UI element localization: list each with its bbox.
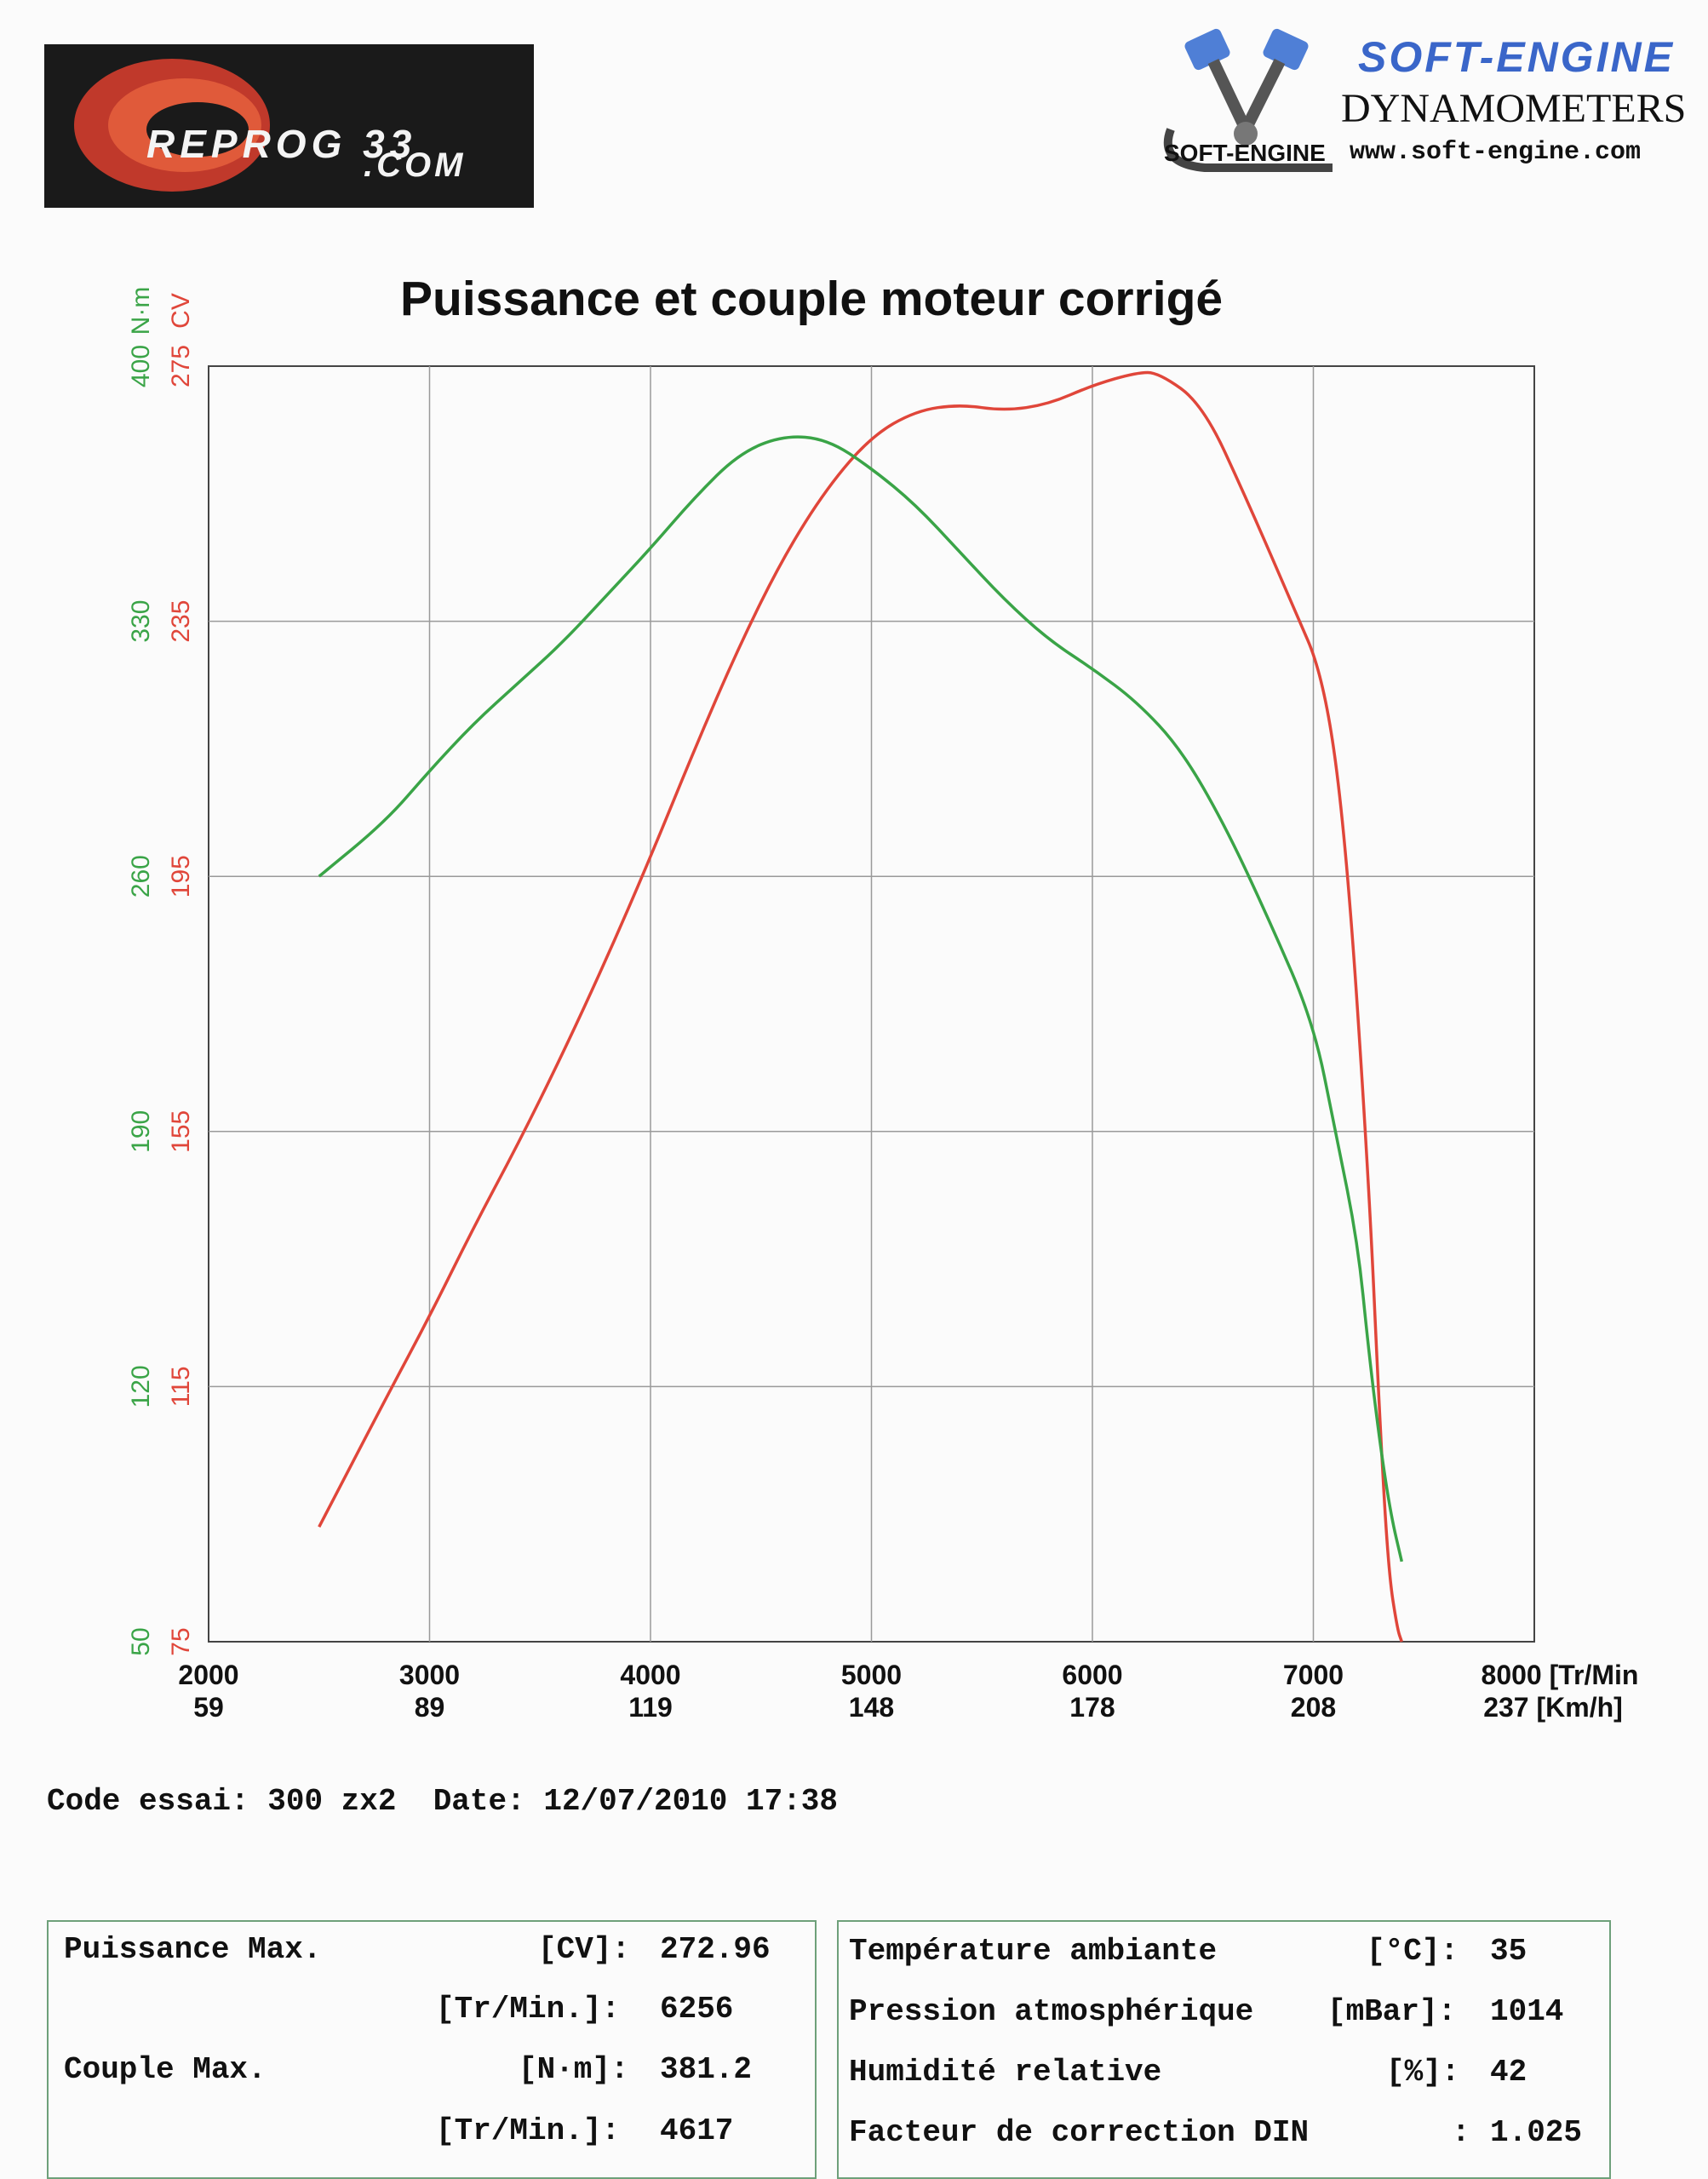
y-tick-cv: 155 — [167, 1110, 195, 1153]
reprog33-swirl-icon — [74, 59, 270, 192]
x-tick-kmh: 208 — [1291, 1692, 1336, 1723]
results-left-label-2: Couple Max. — [64, 2052, 267, 2087]
soft-engine-logo: SOFT-ENGINE DYNAMOMETERS www.soft-engine… — [1154, 27, 1686, 181]
x-tick-rpm: 7000 — [1283, 1660, 1344, 1690]
x-tick-kmh: 237 [Km/h] — [1483, 1692, 1623, 1723]
x-tick-rpm: 8000 [Tr/Min — [1482, 1660, 1639, 1690]
y-tick-nm: 400 — [127, 345, 155, 387]
date-value: 12/07/2010 17:38 — [543, 1784, 838, 1819]
test-info: Code essai: 300 zx2 Date: 12/07/2010 17:… — [47, 1784, 838, 1819]
y-tick-nm: 50 — [127, 1627, 155, 1655]
soft-engine-url: www.soft-engine.com — [1350, 138, 1642, 167]
results-right-label-0: Température ambiante — [849, 1934, 1218, 1969]
x-tick-kmh: 59 — [193, 1692, 224, 1723]
x-tick-kmh: 178 — [1069, 1692, 1115, 1723]
results-left-value-0: 272.96 — [660, 1932, 771, 1967]
y-unit-nm: N·m — [127, 287, 155, 335]
results-left-unit-0: [CV]: — [538, 1932, 631, 1967]
chart-title: Puissance et couple moteur corrigé — [400, 272, 1224, 326]
results-right-value-0: 35 — [1490, 1934, 1527, 1969]
results-right-label-2: Humidité relative — [849, 2055, 1162, 2090]
results-right-label-3: Facteur de correction DIN — [849, 2115, 1310, 2150]
chart-grid — [208, 365, 1535, 1643]
x-tick-kmh: 119 — [628, 1692, 673, 1723]
dynamometers-label: DYNAMOMETERS — [1341, 86, 1687, 131]
results-right-value-2: 42 — [1490, 2055, 1527, 2090]
results-left-value-1: 6256 — [660, 1992, 734, 2027]
results-left-label-0: Puissance Max. — [64, 1932, 322, 1967]
soft-engine-mini: SOFT-ENGINE — [1164, 140, 1326, 166]
code-value: 300 zx2 — [267, 1784, 397, 1819]
reprog33-sub: .COM — [364, 146, 467, 184]
x-tick-rpm: 2000 — [178, 1660, 238, 1690]
date-label: Date: — [433, 1784, 525, 1819]
x-tick-rpm: 5000 — [841, 1660, 902, 1690]
y-tick-cv: 275 — [167, 345, 195, 387]
results-left-value-2: 381.2 — [660, 2052, 753, 2087]
code-label: Code essai: — [47, 1784, 249, 1819]
y-tick-nm: 330 — [127, 600, 155, 643]
pistons-icon — [1163, 28, 1333, 172]
x-tick-kmh: 89 — [415, 1692, 445, 1723]
results-right-unit-3: : — [1452, 2115, 1470, 2150]
y-unit-cv: CV — [167, 293, 195, 329]
torque-curve-nm — [318, 435, 1404, 1563]
results-right-unit-2: [%]: — [1386, 2055, 1460, 2090]
x-tick-kmh: 148 — [849, 1692, 894, 1723]
results-right-unit-1: [mBar]: — [1327, 1994, 1457, 2029]
y-tick-nm: 260 — [127, 855, 155, 897]
results-left-unit-2: [N·m]: — [519, 2052, 629, 2087]
results-right-box: Température ambiante [°C]: 35 Pression a… — [837, 1920, 1611, 2179]
results-right-value-1: 1014 — [1490, 1994, 1564, 2029]
x-tick-rpm: 6000 — [1062, 1660, 1122, 1690]
chart-series — [318, 370, 1404, 1643]
y-tick-cv: 75 — [167, 1627, 195, 1655]
reprog33-brand: REPROG 33 — [146, 122, 417, 166]
results-left-unit-3: [Tr/Min.]: — [436, 2113, 621, 2148]
x-tick-rpm: 3000 — [399, 1660, 460, 1690]
y-tick-cv: 235 — [167, 600, 195, 643]
power-curve-cv — [318, 370, 1403, 1643]
y-tick-cv: 195 — [167, 855, 195, 897]
results-left-unit-1: [Tr/Min.]: — [436, 1992, 621, 2027]
reprog33-logo: REPROG 33 .COM — [44, 44, 534, 208]
results-right-value-3: 1.025 — [1490, 2115, 1583, 2150]
y-tick-cv: 115 — [167, 1366, 195, 1407]
y-tick-nm: 120 — [127, 1365, 155, 1408]
x-tick-rpm: 4000 — [620, 1660, 680, 1690]
results-left-box: Puissance Max. [CV]: 272.96 [Tr/Min.]: 6… — [47, 1920, 817, 2179]
soft-engine-brand: SOFT-ENGINE — [1358, 33, 1675, 81]
results-left-value-3: 4617 — [660, 2113, 734, 2148]
results-right-label-1: Pression atmosphérique — [849, 1994, 1254, 2029]
y-tick-nm: 190 — [127, 1110, 155, 1153]
results-right-unit-0: [°C]: — [1367, 1934, 1459, 1969]
